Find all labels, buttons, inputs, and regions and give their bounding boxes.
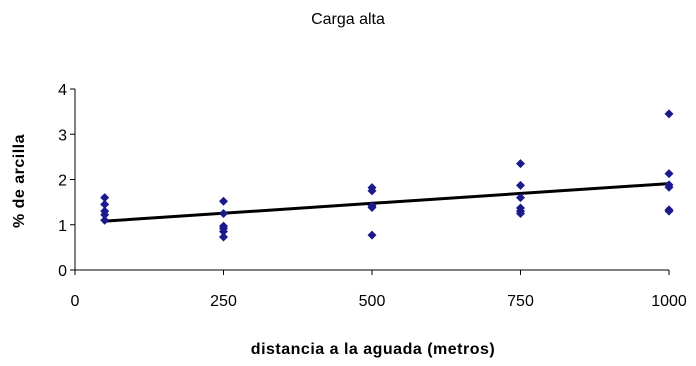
- data-point: [516, 208, 525, 218]
- data-point: [367, 230, 377, 240]
- y-tick-label: 3: [58, 127, 67, 144]
- data-point: [219, 196, 228, 206]
- x-tick-label: 500: [359, 293, 386, 310]
- x-tick-label: 750: [507, 293, 534, 310]
- trendline-layer: [104, 182, 670, 223]
- y-tick-label: 1: [58, 218, 67, 235]
- data-point: [664, 169, 674, 179]
- trendline: [104, 182, 670, 223]
- data-point: [100, 193, 110, 203]
- y-tick-label: 4: [58, 82, 67, 99]
- data-point: [100, 215, 110, 225]
- data-point: [219, 227, 228, 237]
- data-point: [367, 203, 377, 213]
- data-point: [367, 186, 377, 196]
- axes: 0 1 2 3 4 0 250 500 750 1000: [58, 82, 687, 310]
- data-point: [100, 210, 110, 220]
- x-tick-label: 1000: [651, 293, 687, 310]
- data-point: [664, 182, 674, 192]
- x-tick-label: 250: [210, 293, 237, 310]
- x-axis-title: distancia a la aguada (metros): [251, 341, 495, 358]
- x-tick-label: 0: [71, 293, 80, 310]
- data-point: [219, 208, 228, 218]
- data-point: [516, 193, 525, 203]
- chart-title: Carga alta: [311, 11, 385, 28]
- data-point: [664, 206, 674, 216]
- points-layer: [100, 109, 674, 242]
- data-point: [664, 109, 674, 119]
- y-tick-label: 2: [58, 173, 67, 190]
- y-axis-title: % de arcilla: [11, 134, 28, 228]
- data-point: [219, 232, 228, 242]
- y-tick-label: 0: [58, 263, 67, 280]
- data-point: [516, 159, 525, 169]
- data-point: [100, 199, 110, 209]
- data-point: [516, 180, 525, 190]
